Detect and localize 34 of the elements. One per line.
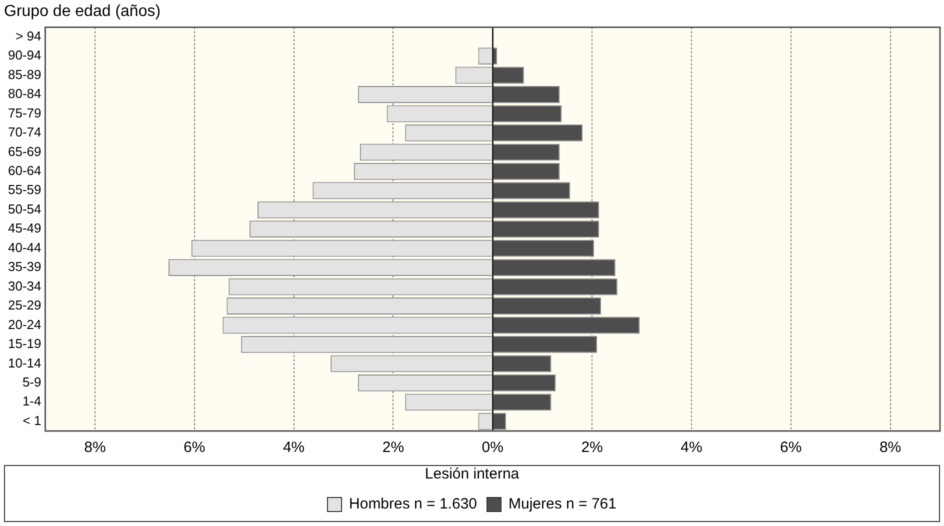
y-tick-label: 50-54 — [8, 201, 42, 216]
y-tick-label: 70-74 — [8, 124, 42, 140]
y-tick-label: > 94 — [16, 28, 42, 44]
y-tick-label: 75-79 — [8, 105, 42, 120]
x-tick-label: 6% — [780, 439, 802, 456]
y-tick-label: 1-4 — [22, 394, 42, 409]
y-tick-label: 10-14 — [8, 355, 42, 370]
y-axis-title: Grupo de edad (años) — [4, 3, 161, 20]
y-tick-label: 55-59 — [8, 182, 42, 198]
legend-title: Lesión interna — [424, 466, 520, 483]
x-tick-label: 4% — [282, 439, 305, 456]
y-tick-label: 30-34 — [8, 278, 42, 294]
y-tick-label: 60-64 — [8, 162, 42, 178]
y-tick-label: 85-89 — [8, 66, 42, 82]
y-tick-label: 15-19 — [8, 336, 42, 352]
legend-label: Mujeres n = 761 — [508, 496, 616, 513]
y-tick-label: 25-29 — [8, 298, 42, 313]
y-tick-label: < 1 — [22, 412, 42, 428]
x-tick-label: 0% — [482, 439, 504, 456]
legend-label: Hombres n = 1.630 — [349, 496, 478, 513]
y-tick-label: 45-49 — [8, 220, 42, 236]
x-tick-label: 6% — [184, 439, 206, 456]
x-tick-label: 8% — [879, 439, 902, 456]
x-tick-label: 2% — [382, 439, 404, 456]
y-tick-label: 90-94 — [8, 48, 42, 63]
y-tick-label: 20-24 — [8, 316, 42, 332]
y-tick-label: 65-69 — [8, 144, 42, 159]
x-tick-label: 4% — [680, 439, 702, 456]
x-tick-label: 8% — [84, 439, 106, 456]
x-tick-label: 2% — [581, 439, 603, 456]
y-tick-label: 35-39 — [8, 259, 42, 274]
y-tick-label: 5-9 — [22, 374, 42, 390]
y-tick-label: 80-84 — [8, 86, 42, 102]
y-tick-label: 40-44 — [8, 240, 42, 255]
